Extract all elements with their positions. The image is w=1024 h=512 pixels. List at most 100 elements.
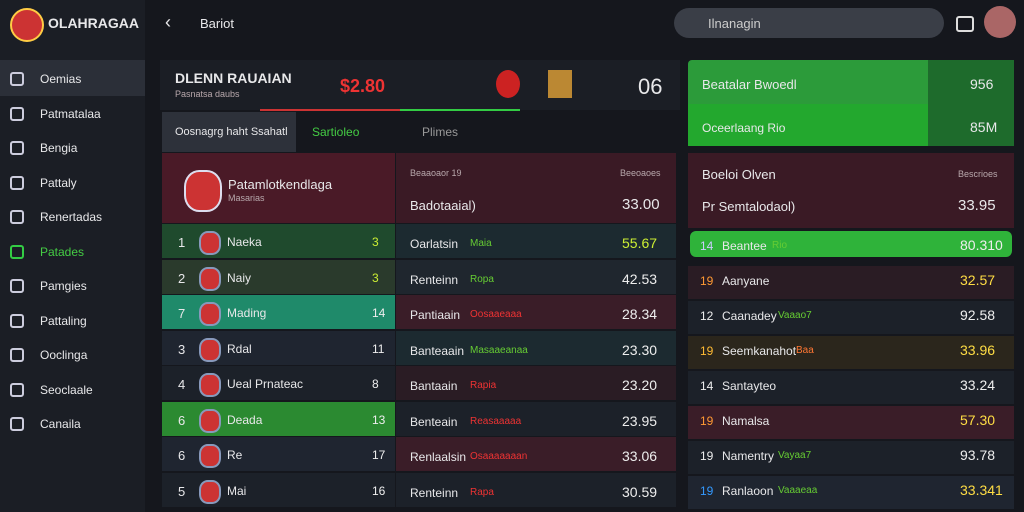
odds-row[interactable] bbox=[396, 437, 676, 471]
player-name: Santayteo bbox=[722, 379, 777, 393]
club-badge bbox=[199, 444, 221, 468]
points: 13 bbox=[372, 412, 386, 427]
ranking-value: 33.95 bbox=[958, 197, 996, 214]
player-name: Namentry bbox=[722, 449, 775, 463]
ranking-header-right: Bescrioes bbox=[958, 169, 998, 179]
nav-item[interactable]: Ooclinga bbox=[40, 348, 88, 362]
odds-header-right: Beeoaoes bbox=[620, 168, 661, 178]
nav-item[interactable]: Renertadas bbox=[40, 210, 103, 224]
rank: 1 bbox=[178, 235, 186, 250]
odds-tag: Maia bbox=[470, 238, 492, 249]
tab-active[interactable] bbox=[162, 112, 296, 152]
player-name: Aanyane bbox=[722, 274, 770, 288]
promo-sub bbox=[688, 104, 928, 146]
club-badge bbox=[199, 302, 221, 326]
ranking-row[interactable] bbox=[690, 231, 1012, 257]
nav-item[interactable]: Patmatalaa bbox=[40, 106, 101, 121]
rank: 3 bbox=[178, 341, 186, 357]
ranking-row[interactable] bbox=[688, 301, 1014, 334]
standings-row[interactable] bbox=[162, 437, 395, 471]
rank: 6 bbox=[178, 448, 186, 463]
standings-title: Patamlotkendlaga bbox=[228, 177, 333, 192]
odds-value: 23.20 bbox=[622, 377, 658, 393]
promo-title: Beatalar Bwoedl bbox=[702, 77, 797, 92]
search-box[interactable] bbox=[674, 8, 944, 38]
tab[interactable]: Plimes bbox=[422, 125, 459, 139]
odds-name: Renlaalsin bbox=[410, 450, 467, 464]
nav-item[interactable]: Bengia bbox=[40, 141, 78, 155]
nav-item[interactable]: Pattaly bbox=[40, 175, 77, 190]
tab[interactable]: Oosnagrg haht Ssahatl bbox=[175, 126, 288, 138]
nav-item[interactable]: Pamgies bbox=[40, 279, 87, 293]
odds-row[interactable] bbox=[396, 366, 676, 400]
chat-icon[interactable] bbox=[956, 16, 974, 32]
app-title: OLAHRAGAA bbox=[48, 15, 139, 31]
club-badge bbox=[199, 231, 221, 255]
odds-value: 33.00 bbox=[622, 196, 660, 213]
odds-row[interactable] bbox=[396, 295, 676, 329]
tab[interactable]: Sartioleo bbox=[312, 125, 360, 139]
rank: 19 bbox=[700, 274, 714, 288]
nav-item[interactable]: Seoclaale bbox=[40, 382, 93, 397]
ranking-row[interactable] bbox=[688, 266, 1014, 299]
odds-row[interactable] bbox=[396, 472, 676, 507]
standings-row[interactable] bbox=[162, 472, 395, 507]
rank: 7 bbox=[178, 306, 186, 321]
rank: 19 bbox=[700, 344, 714, 358]
player-name: Caanadey bbox=[722, 309, 777, 323]
nav-item[interactable]: Pattaling bbox=[40, 313, 87, 328]
odds-value: 55.67 bbox=[622, 235, 658, 251]
team-badge bbox=[548, 70, 572, 98]
odds-name: Badotaaial) bbox=[410, 198, 476, 213]
team-badge bbox=[496, 70, 520, 98]
active-item bbox=[0, 60, 145, 96]
odds-value: 28.34 bbox=[622, 306, 658, 322]
logo bbox=[10, 8, 44, 42]
standings-row[interactable] bbox=[162, 295, 395, 329]
promo-side bbox=[928, 60, 1014, 146]
nav-icon bbox=[10, 106, 24, 121]
ranking-header bbox=[688, 153, 1014, 228]
odds-row[interactable] bbox=[396, 401, 676, 436]
nav-icon bbox=[10, 313, 24, 328]
player-value: 33.24 bbox=[960, 377, 996, 393]
rank: 14 bbox=[700, 239, 714, 253]
standings-subtitle: Masarias bbox=[228, 193, 265, 203]
ranking-row[interactable] bbox=[688, 371, 1014, 404]
avatar[interactable] bbox=[984, 6, 1016, 38]
player-value: 80.310 bbox=[960, 237, 1003, 253]
ranking-row[interactable] bbox=[688, 476, 1014, 509]
rank: 2 bbox=[178, 270, 186, 286]
odds-row[interactable] bbox=[396, 259, 676, 294]
odds-row[interactable] bbox=[396, 224, 676, 258]
team-name: Deada bbox=[227, 412, 263, 427]
team-name: Rdal bbox=[227, 341, 252, 356]
standings-row[interactable] bbox=[162, 401, 395, 436]
club-badge bbox=[184, 170, 222, 212]
player-value: 93.78 bbox=[960, 447, 996, 463]
ranking-row[interactable] bbox=[688, 336, 1014, 369]
match-team: DLENN RAUAIAN bbox=[175, 70, 292, 86]
odds-row[interactable] bbox=[396, 330, 676, 365]
points: 8 bbox=[372, 377, 379, 391]
standings-row[interactable] bbox=[162, 259, 395, 294]
points: 3 bbox=[372, 235, 379, 249]
club-badge bbox=[199, 408, 221, 433]
nav-item[interactable]: Patades bbox=[40, 244, 85, 259]
odds-name: Renteinn bbox=[410, 485, 459, 500]
ranking-row[interactable] bbox=[688, 441, 1014, 474]
ranking-row[interactable] bbox=[688, 406, 1014, 439]
odds-header bbox=[396, 153, 676, 223]
team-name: Naeka bbox=[227, 235, 262, 249]
standings-row[interactable] bbox=[162, 224, 395, 258]
nav-item[interactable]: Canaila bbox=[40, 417, 81, 431]
rank: 6 bbox=[178, 412, 186, 428]
team-name: Mading bbox=[227, 306, 267, 320]
promo-value: 956 bbox=[970, 76, 994, 92]
standings-row[interactable] bbox=[162, 330, 395, 365]
back-button[interactable]: ‹ bbox=[165, 12, 171, 32]
rank: 4 bbox=[178, 377, 186, 392]
nav-item[interactable]: Oemias bbox=[40, 72, 82, 86]
club-badge bbox=[199, 373, 221, 397]
player-value: 57.30 bbox=[960, 412, 996, 428]
